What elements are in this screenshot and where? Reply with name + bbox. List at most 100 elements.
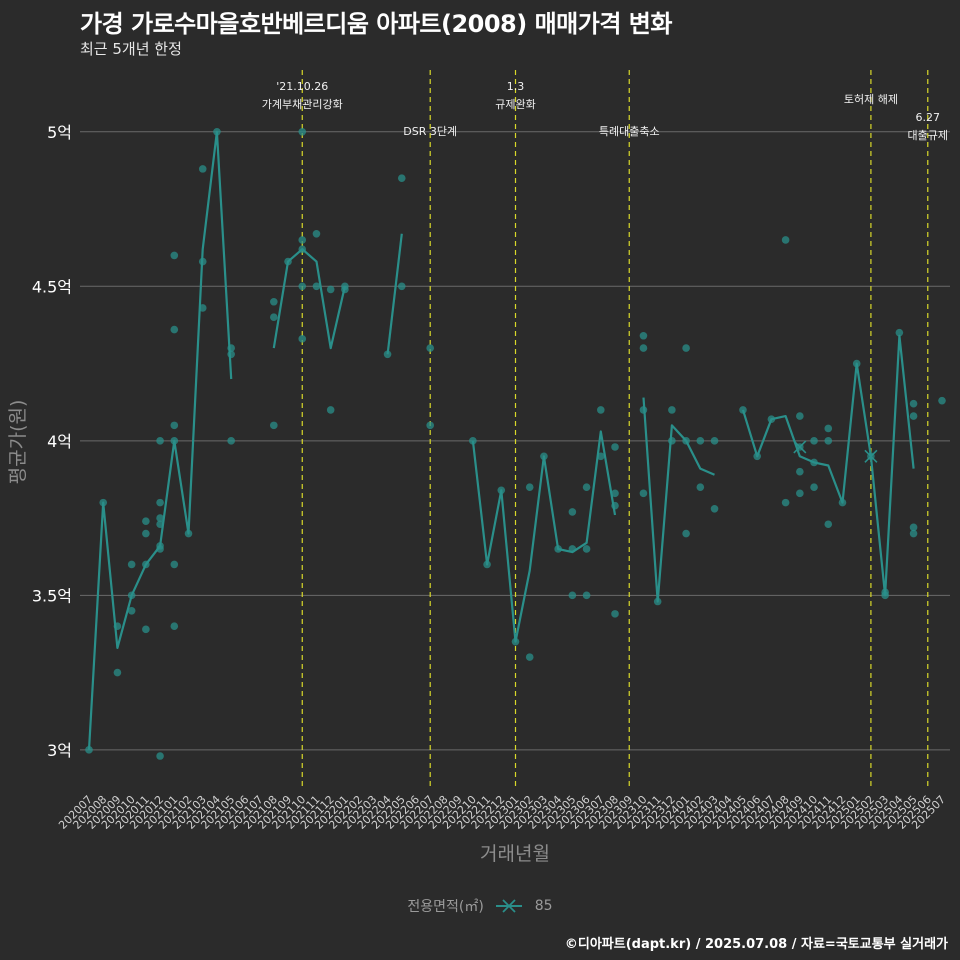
data-point [113,622,122,631]
data-point [312,282,321,291]
data-point [227,350,235,359]
data-point [525,653,534,661]
data-point [170,325,179,334]
data-point [597,452,605,461]
data-point [497,486,506,495]
data-point [170,421,179,430]
y-tick-label: 4억 [47,432,72,451]
data-point [739,406,747,414]
data-point [156,545,164,553]
event-label: 6.27 [916,111,941,124]
event-label: DSR 3단계 [403,125,457,138]
series-line-segment [642,397,715,603]
y-tick-label: 3억 [47,741,72,760]
data-point [597,406,605,414]
chart-subtitle: 최근 5개년 한정 [80,40,182,58]
data-point [99,498,108,507]
data-point [227,437,235,445]
data-point [156,752,164,760]
data-point [127,606,136,615]
x-axis-ticks: 2020072020082020092020102020112020122021… [56,793,948,832]
data-point [469,437,477,445]
data-point [796,489,804,498]
data-point [127,591,136,600]
data-point [796,467,804,476]
event-label: 특례대출축소 [599,125,660,138]
data-point [824,520,833,529]
data-point [639,406,648,414]
event-label: 1.3 [507,80,525,93]
data-point [696,437,705,445]
data-point [156,520,164,529]
data-point [895,328,904,337]
data-point [781,498,790,507]
y-axis-ticks: 3억 3.5억 4억 4.5억 5억 [32,123,72,760]
data-point [682,437,690,445]
data-point [668,406,676,414]
data-point [696,483,705,491]
x-axis-label: 거래년월 [480,843,550,865]
data-point [682,344,690,352]
data-point [383,350,392,359]
data-point [611,610,619,618]
data-point [142,529,150,538]
data-point [156,437,164,445]
data-point [326,285,335,294]
data-point [170,251,179,260]
data-point [767,415,776,423]
data-point [824,437,833,445]
data-point [213,128,221,136]
data-point [198,304,207,312]
data-point [582,591,591,600]
data-point [184,529,193,538]
legend: 전용면적(㎡) 85 [0,896,960,916]
data-point [810,437,818,445]
data-point [298,335,307,343]
data-point [113,668,122,677]
data-point [298,236,307,244]
data-point [326,406,335,414]
data-point [298,282,307,291]
data-point [127,560,136,569]
data-point [639,331,648,340]
data-point [582,545,591,553]
data-point [142,625,150,634]
legend-key-icon [496,897,523,915]
data-point [397,282,406,291]
data-point [753,452,761,461]
data-point [568,591,577,600]
y-tick-label: 4.5억 [32,277,72,296]
data-point [611,443,619,451]
data-point [710,437,719,445]
data-point [611,489,619,498]
data-point [611,501,619,510]
event-label: 규제완화 [495,98,535,111]
event-label: 가계부채관리강화 [262,98,343,111]
data-point [198,165,207,173]
data-point [156,498,164,507]
series-line-segment [741,334,915,597]
data-point [270,297,278,306]
data-point [568,508,577,516]
data-point [198,257,207,266]
data-point [810,483,818,491]
data-point [170,622,179,631]
data-point [568,545,577,553]
cross-marker [864,449,878,463]
source-caption: ©디아파트(dapt.kr) / 2025.07.08 / 자료=국토교통부 실… [564,937,948,952]
y-tick-label: 5억 [47,123,72,142]
data-point [156,514,164,522]
cross-marker [793,440,807,454]
data-point [298,128,307,136]
chart-title: 가경 가로수마을호반베르디움 아파트(2008) 매매가격 변화 [80,10,672,38]
data-point [397,174,406,182]
data-point [909,412,918,420]
data-point [554,545,562,553]
data-point [810,458,818,467]
data-point [852,359,861,368]
series-points [85,128,946,760]
data-point [511,637,520,646]
data-point [682,529,690,538]
